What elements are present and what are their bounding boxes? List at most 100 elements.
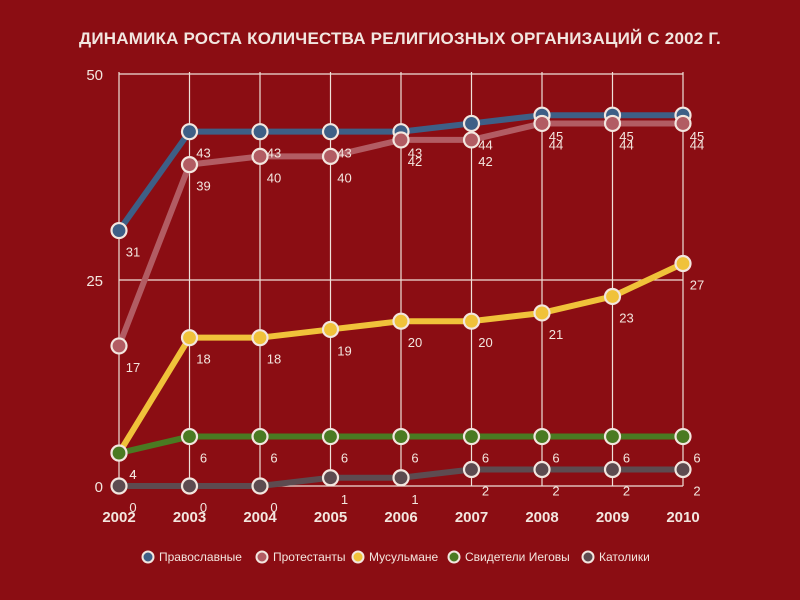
data-label: 18	[267, 352, 281, 367]
data-label: 2	[693, 484, 700, 499]
x-tick-label: 2002	[102, 509, 135, 526]
x-tick-label: 2008	[525, 509, 558, 526]
legend: Православные Протестанты Мусульмане Свидете…	[141, 550, 650, 564]
legend-item: Протестанты	[255, 550, 346, 564]
data-point	[603, 460, 622, 479]
data-point	[674, 114, 692, 133]
data-label: 42	[478, 154, 492, 169]
legend-swatch	[255, 550, 269, 564]
data-point	[462, 131, 481, 149]
data-point	[321, 469, 340, 487]
legend-label: Свидетели Иеговы	[465, 550, 570, 564]
x-tick-label: 2003	[173, 509, 206, 526]
data-label: 43	[337, 146, 351, 161]
data-label: 0	[270, 500, 277, 515]
data-point	[251, 477, 269, 495]
data-label: 19	[337, 343, 351, 358]
data-point	[674, 254, 692, 273]
data-point	[392, 427, 410, 446]
data-label: 44	[549, 137, 563, 152]
data-point	[392, 131, 410, 149]
data-label: 44	[619, 137, 633, 152]
data-label: 0	[200, 500, 207, 515]
data-label: 18	[196, 352, 210, 367]
x-tick-label: 2007	[455, 509, 488, 526]
data-point	[392, 312, 410, 330]
data-point	[533, 427, 551, 446]
data-point	[180, 427, 199, 446]
data-label: 17	[126, 360, 140, 375]
data-label: 21	[549, 327, 563, 342]
data-point	[321, 123, 340, 141]
series-lines	[110, 106, 692, 495]
data-point	[462, 427, 481, 446]
data-label: 4	[129, 467, 136, 482]
series-1	[110, 114, 692, 355]
series-3	[110, 427, 692, 462]
data-label: 6	[623, 451, 630, 466]
data-point	[674, 460, 692, 479]
data-label: 20	[478, 335, 492, 350]
legend-item: Мусульмане	[351, 550, 439, 564]
legend-label: Мусульмане	[369, 550, 439, 564]
legend-label: Протестанты	[273, 550, 346, 564]
data-label: 44	[478, 137, 492, 152]
data-point	[180, 123, 199, 141]
data-label: 4	[129, 467, 136, 482]
legend-item: Католики	[581, 550, 650, 564]
data-point	[180, 477, 199, 495]
y-tick-label: 50	[86, 67, 103, 84]
y-tick-label: 25	[86, 273, 103, 290]
data-point	[392, 469, 410, 487]
x-tick-label: 2006	[384, 509, 417, 526]
data-point	[533, 304, 551, 322]
data-point	[251, 427, 269, 446]
legend-swatch	[141, 550, 155, 564]
data-point	[321, 320, 340, 339]
x-tick-label: 2009	[596, 509, 629, 526]
data-point	[462, 460, 481, 479]
data-point	[462, 312, 481, 330]
data-label: 39	[196, 179, 210, 194]
data-label: 20	[408, 335, 422, 350]
data-label: 45	[549, 129, 563, 144]
data-label: 40	[337, 170, 351, 185]
data-point	[533, 460, 551, 479]
chart-title: ДИНАМИКА РОСТА КОЛИЧЕСТВА РЕЛИГИОЗНЫХ ОР…	[79, 29, 721, 48]
legend-label: Православные	[159, 550, 242, 564]
data-label: 6	[200, 451, 207, 466]
x-tick-label: 2005	[314, 509, 347, 526]
data-label: 6	[552, 451, 559, 466]
data-label: 6	[270, 451, 277, 466]
data-label: 2	[552, 484, 559, 499]
legend-swatch	[351, 550, 365, 564]
y-tick-label: 0	[95, 479, 103, 496]
data-point	[180, 329, 199, 347]
data-point	[251, 123, 269, 141]
data-point	[110, 221, 128, 240]
legend-item: Православные	[141, 550, 242, 564]
data-point	[321, 427, 340, 446]
data-point	[251, 329, 269, 347]
data-label: 44	[690, 137, 704, 152]
data-point	[321, 147, 340, 165]
data-label: 45	[619, 129, 633, 144]
series-4	[110, 460, 692, 495]
data-point	[110, 444, 128, 462]
data-label: 1	[411, 492, 418, 507]
data-label: 43	[267, 146, 281, 161]
legend-swatch	[581, 550, 595, 564]
data-label: 6	[411, 451, 418, 466]
data-point	[603, 114, 622, 133]
data-label: 0	[129, 500, 136, 515]
data-label: 43	[196, 146, 210, 161]
series-2	[110, 254, 692, 462]
data-label: 2	[482, 484, 489, 499]
data-label: 6	[693, 451, 700, 466]
x-tick-label: 2010	[666, 509, 699, 526]
data-point	[603, 287, 622, 306]
data-label: 40	[267, 170, 281, 185]
data-label: 23	[619, 310, 633, 325]
